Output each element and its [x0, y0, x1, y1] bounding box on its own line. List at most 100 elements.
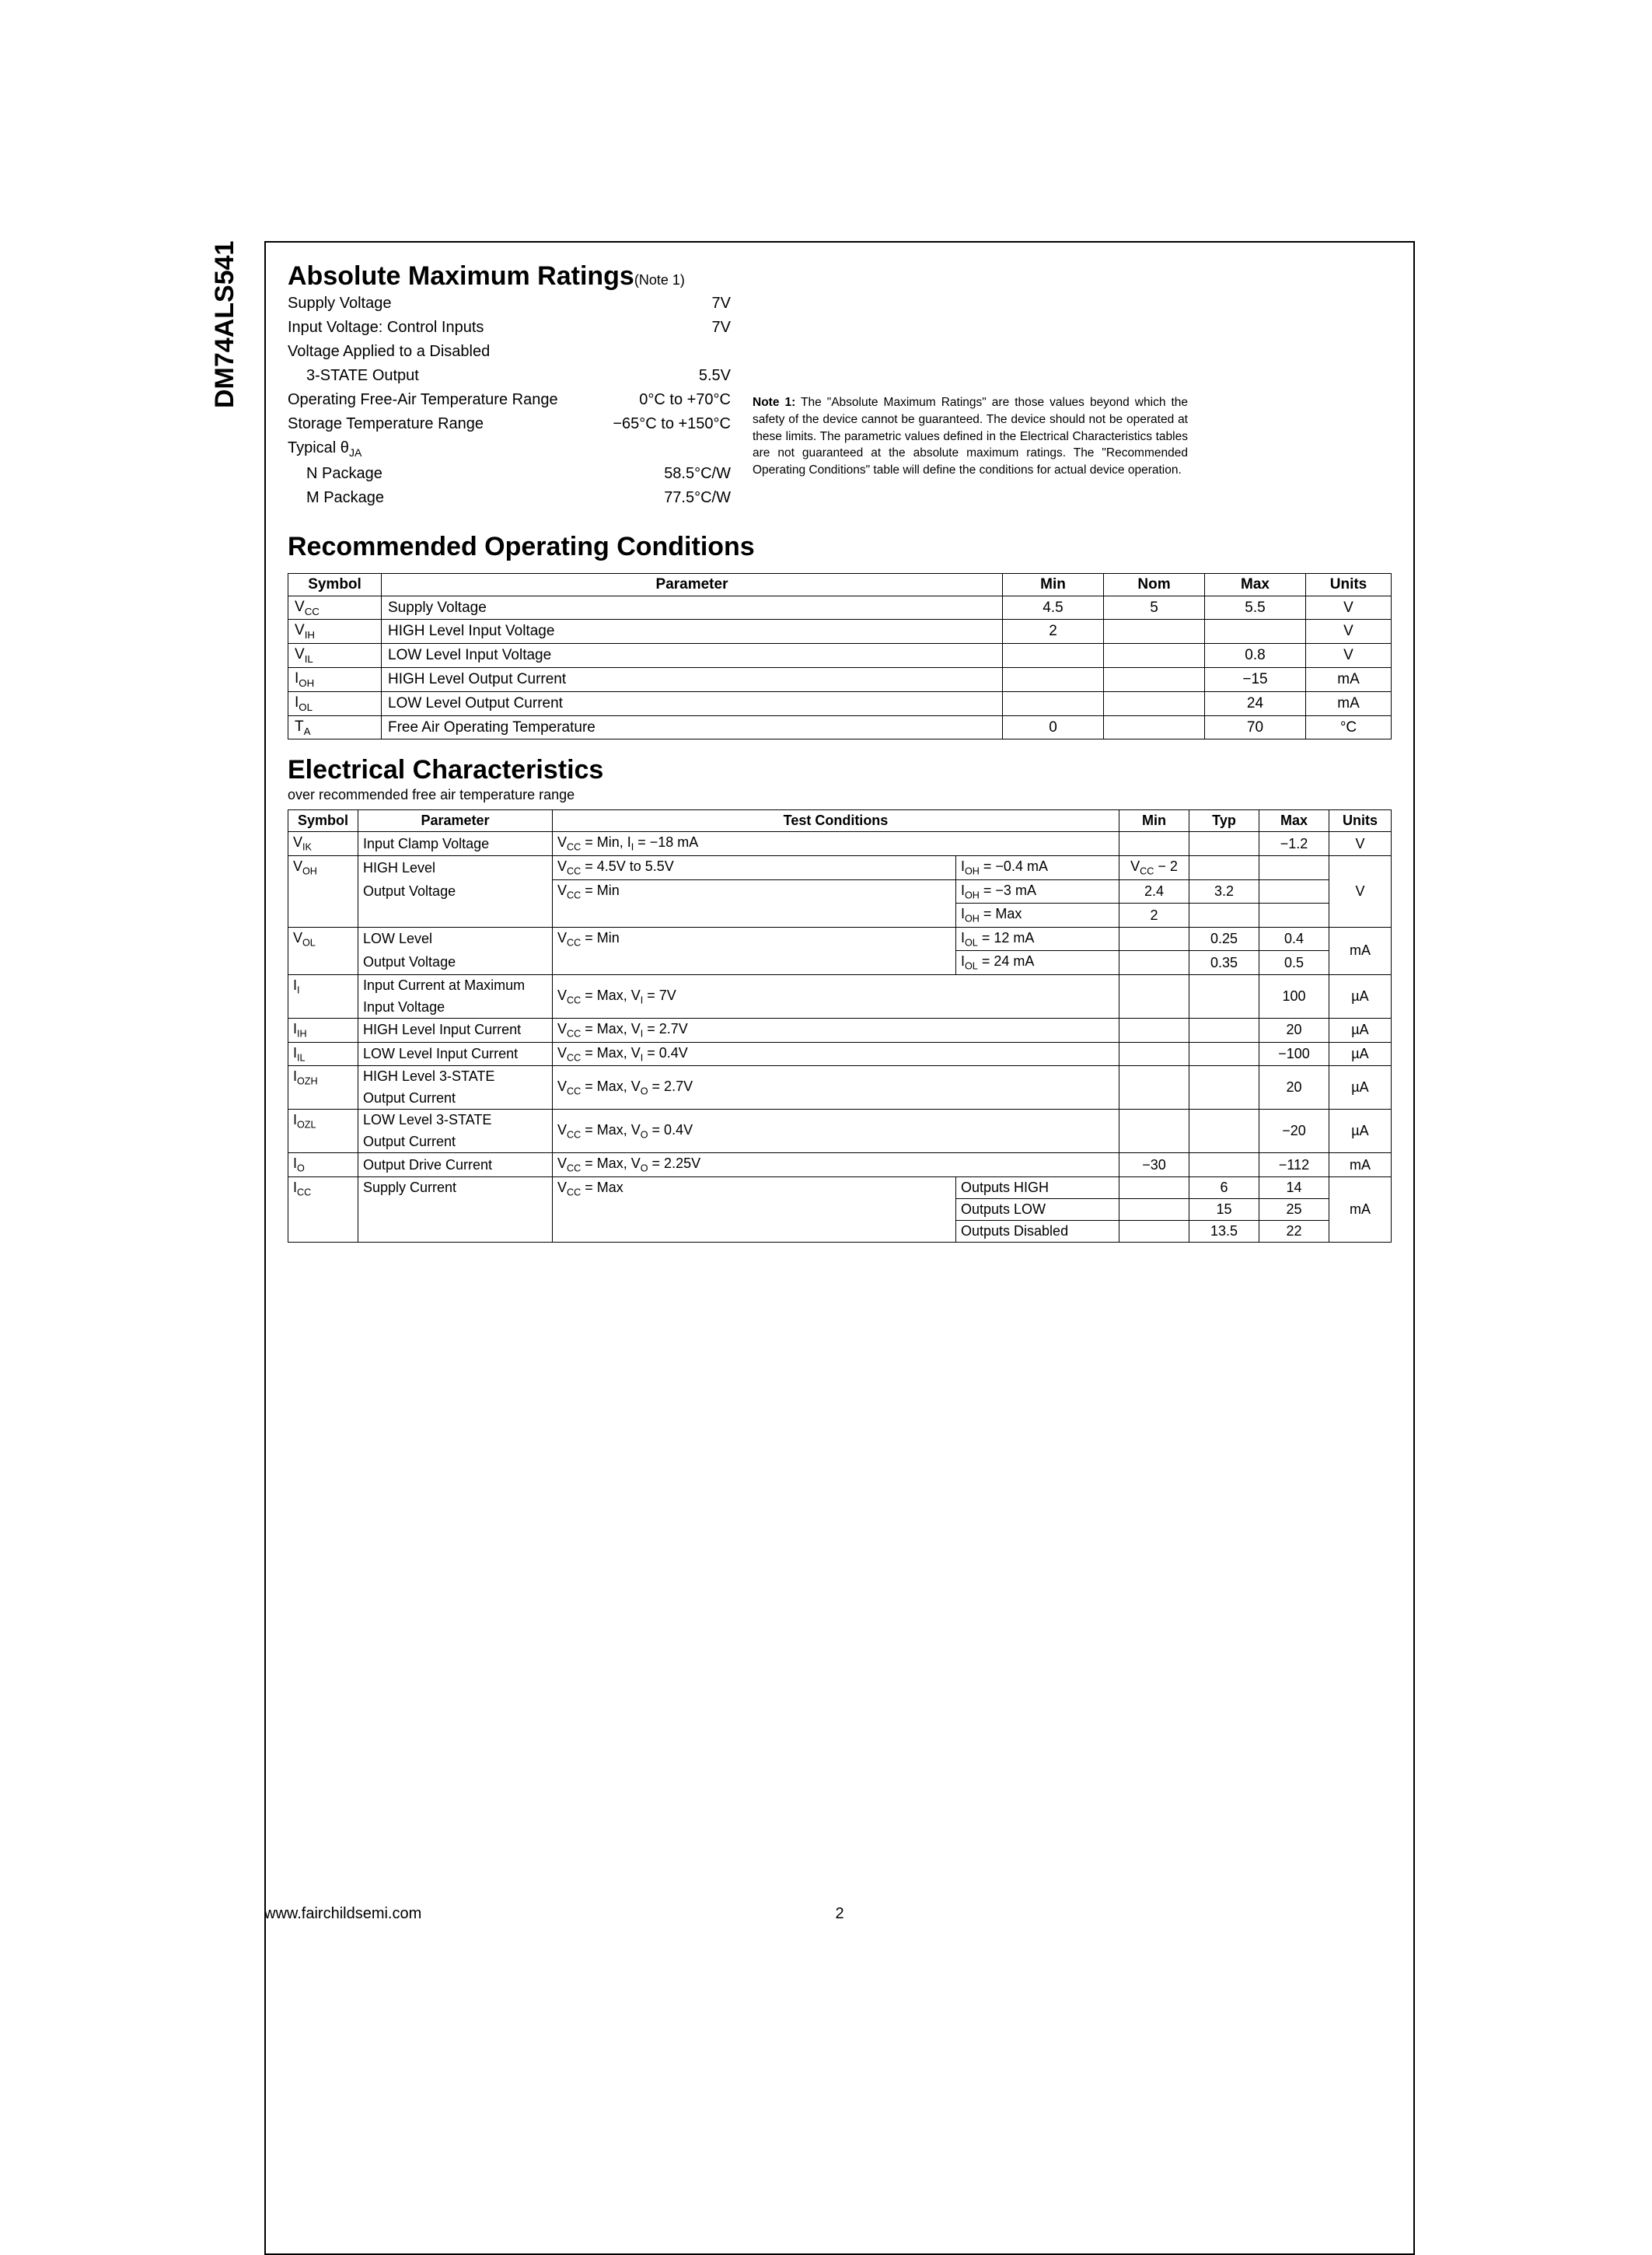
- ec-vol-tc: VCC = Min: [553, 927, 956, 974]
- roc-cell: IOL: [288, 691, 382, 715]
- roc-cell: 24: [1205, 691, 1306, 715]
- ec-io-tc: VCC = Max, VO = 2.25V: [553, 1153, 1119, 1177]
- ec-iozl-param1: LOW Level 3-STATE: [358, 1110, 553, 1131]
- ec-row-iozh-1: IOZH HIGH Level 3-STATE VCC = Max, VO = …: [288, 1066, 1392, 1088]
- ec-io-min: −30: [1119, 1153, 1189, 1177]
- ec-iih-tc: VCC = Max, VI = 2.7V: [553, 1019, 1119, 1043]
- amr-label: Typical θJA: [288, 436, 361, 462]
- roc-cell: [1104, 644, 1205, 668]
- ec-vol-tc2b: IOL = 24 mA: [956, 951, 1119, 975]
- ec-vik-min: [1119, 832, 1189, 856]
- amr-section: Absolute Maximum Ratings(Note 1) Supply …: [288, 261, 1392, 510]
- footer-url: www.fairchildsemi.com: [264, 1905, 421, 1923]
- roc-cell: 5.5: [1205, 596, 1306, 620]
- amr-row: Voltage Applied to a Disabled: [288, 340, 731, 364]
- roc-row: VCCSupply Voltage4.555.5V: [288, 596, 1392, 620]
- ec-vol-units: mA: [1329, 927, 1392, 974]
- ec-row-voh-1: VOH HIGH Level VCC = 4.5V to 5.5V IOH = …: [288, 856, 1392, 880]
- ec-vik-tc: VCC = Min, II = −18 mA: [553, 832, 1119, 856]
- ec-row-iozl-1: IOZL LOW Level 3-STATE VCC = Max, VO = 0…: [288, 1110, 1392, 1131]
- ec-ii-max: 100: [1259, 975, 1329, 1019]
- ec-icc-max3: 22: [1259, 1220, 1329, 1242]
- ec-voh-param1: HIGH Level: [358, 856, 553, 880]
- roc-cell: 0.8: [1205, 644, 1306, 668]
- ec-icc-sym: ICC: [288, 1176, 358, 1242]
- ec-iih-min: [1119, 1019, 1189, 1043]
- ec-icc-typ2: 15: [1189, 1198, 1259, 1220]
- ec-ii-sym: II: [288, 975, 358, 1019]
- roc-cell: LOW Level Output Current: [382, 691, 1003, 715]
- ec-voh-tc2b: IOH = −3 mA: [956, 879, 1119, 904]
- ec-io-typ: [1189, 1153, 1259, 1177]
- ec-row-iil: IIL LOW Level Input Current VCC = Max, V…: [288, 1042, 1392, 1066]
- amr-row: 3-STATE Output5.5V: [288, 364, 731, 388]
- ec-voh-tc1: VCC = 4.5V to 5.5V: [553, 856, 956, 880]
- ec-icc-tc2b: Outputs LOW: [956, 1198, 1119, 1220]
- amr-row: N Package 58.5°C/W: [288, 462, 731, 486]
- ec-io-sym: IO: [288, 1153, 358, 1177]
- roc-cell: [1003, 691, 1104, 715]
- ec-iil-min: [1119, 1042, 1189, 1066]
- ec-iozh-tc: VCC = Max, VO = 2.7V: [553, 1066, 1119, 1110]
- ec-vol-min1: [1119, 927, 1189, 951]
- ec-ii-typ: [1189, 975, 1259, 1019]
- ec-vol-typ2: 0.35: [1189, 951, 1259, 975]
- roc-row: TAFree Air Operating Temperature070°C: [288, 715, 1392, 739]
- ec-h-param: Parameter: [358, 810, 553, 832]
- ec-row-voh-2: Output Voltage VCC = Min IOH = −3 mA 2.4…: [288, 879, 1392, 904]
- ec-voh-max1: [1259, 856, 1329, 880]
- amr-value: −65°C to +150°C: [613, 412, 731, 436]
- roc-h-max: Max: [1205, 573, 1306, 596]
- roc-cell: Supply Voltage: [382, 596, 1003, 620]
- roc-header-row: Symbol Parameter Min Nom Max Units: [288, 573, 1392, 596]
- ec-icc-typ1: 6: [1189, 1176, 1259, 1198]
- ec-icc-units: mA: [1329, 1176, 1392, 1242]
- ec-iozl-units: µA: [1329, 1110, 1392, 1153]
- ec-vol-tc1b: IOL = 12 mA: [956, 927, 1119, 951]
- roc-cell: °C: [1306, 715, 1392, 739]
- ec-voh-tc2: VCC = Min: [553, 879, 956, 927]
- ec-h-min: Min: [1119, 810, 1189, 832]
- ec-ii-param2: Input Voltage: [358, 997, 553, 1019]
- amr-row: Supply Voltage7V: [288, 292, 731, 316]
- ec-voh-max2: [1259, 879, 1329, 904]
- roc-cell: VIH: [288, 620, 382, 644]
- amr-label: N Package: [288, 462, 382, 486]
- ec-voh-typ1: [1189, 856, 1259, 880]
- amr-label: Input Voltage: Control Inputs: [288, 316, 484, 340]
- ec-vol-max1: 0.4: [1259, 927, 1329, 951]
- amr-label: Supply Voltage: [288, 292, 391, 316]
- ec-row-icc-1: ICC Supply Current VCC = Max Outputs HIG…: [288, 1176, 1392, 1198]
- amr-value: 58.5°C/W: [664, 462, 731, 486]
- ec-iih-sym: IIH: [288, 1019, 358, 1043]
- ec-voh-tc3b: IOH = Max: [956, 904, 1119, 928]
- ec-io-units: mA: [1329, 1153, 1392, 1177]
- roc-row: VIHHIGH Level Input Voltage2V: [288, 620, 1392, 644]
- ec-voh-units: V: [1329, 856, 1392, 928]
- roc-h-units: Units: [1306, 573, 1392, 596]
- ec-iozl-max: −20: [1259, 1110, 1329, 1153]
- roc-cell: [1205, 620, 1306, 644]
- ec-voh-max3: [1259, 904, 1329, 928]
- ec-row-vik: VIK Input Clamp Voltage VCC = Min, II = …: [288, 832, 1392, 856]
- roc-row: IOLLOW Level Output Current 24mA: [288, 691, 1392, 715]
- roc-cell: V: [1306, 620, 1392, 644]
- content-frame: Absolute Maximum Ratings(Note 1) Supply …: [264, 241, 1415, 2255]
- amr-value: 7V: [712, 316, 731, 340]
- ec-io-param: Output Drive Current: [358, 1153, 553, 1177]
- roc-h-symbol: Symbol: [288, 573, 382, 596]
- ec-voh-min2: 2.4: [1119, 879, 1189, 904]
- amr-row: Input Voltage: Control Inputs 7V: [288, 316, 731, 340]
- roc-cell: [1003, 644, 1104, 668]
- ec-io-max: −112: [1259, 1153, 1329, 1177]
- roc-cell: VCC: [288, 596, 382, 620]
- ec-iozl-param2: Output Current: [358, 1131, 553, 1153]
- ec-iozl-min: [1119, 1110, 1189, 1153]
- roc-cell: [1104, 691, 1205, 715]
- ec-iozh-units: µA: [1329, 1066, 1392, 1110]
- ec-iih-max: 20: [1259, 1019, 1329, 1043]
- roc-row: VILLOW Level Input Voltage0.8V: [288, 644, 1392, 668]
- ec-vol-param2: Output Voltage: [358, 951, 553, 975]
- roc-cell: IOH: [288, 668, 382, 692]
- roc-cell: mA: [1306, 691, 1392, 715]
